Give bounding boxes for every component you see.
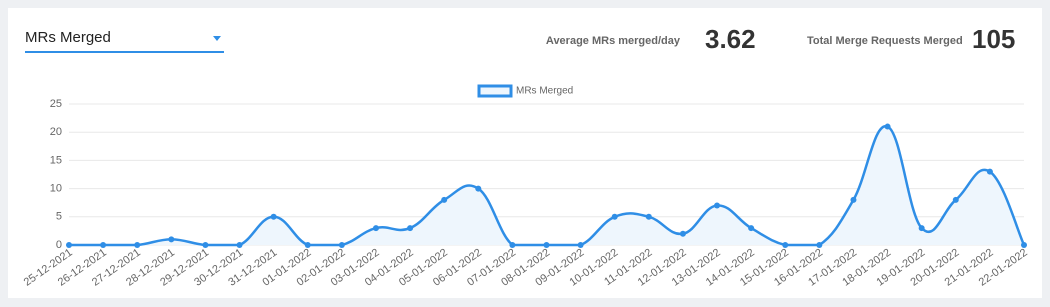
point — [509, 242, 516, 248]
point — [577, 242, 584, 248]
point — [304, 242, 311, 248]
point — [372, 225, 379, 232]
point — [952, 196, 959, 203]
point — [441, 196, 448, 203]
point — [168, 236, 175, 243]
point — [986, 168, 993, 175]
legend-swatch — [477, 84, 513, 98]
stat-label: Average MRs merged/day — [546, 35, 681, 47]
point — [407, 225, 414, 232]
point — [850, 196, 857, 203]
point — [543, 242, 550, 248]
stat-label: Total Merge Requests Merged — [807, 35, 963, 47]
line — [69, 125, 1026, 247]
point — [748, 225, 755, 232]
point — [202, 242, 209, 248]
point — [714, 202, 721, 209]
stat-value: 105 — [972, 24, 1015, 54]
point — [611, 213, 618, 220]
area — [69, 126, 1024, 245]
point — [338, 242, 345, 248]
y-tick-label: 10 — [50, 183, 62, 195]
y-tick-label: 5 — [56, 211, 62, 223]
stat-value: 3.62 — [705, 24, 756, 54]
dropdown-label[interactable]: MRs Merged — [25, 29, 111, 46]
y-tick-label: 25 — [50, 98, 62, 110]
point — [816, 242, 823, 248]
point — [884, 123, 891, 130]
point — [270, 213, 277, 220]
dropdown-caret[interactable] — [213, 36, 221, 41]
y-tick-label: 15 — [50, 154, 62, 166]
y-tick-label: 20 — [50, 126, 62, 138]
y-tick-label: 0 — [56, 239, 62, 251]
point — [134, 242, 141, 248]
point — [679, 230, 686, 237]
point — [475, 185, 482, 192]
point — [100, 242, 107, 248]
point — [1021, 242, 1027, 248]
point — [236, 242, 243, 248]
point — [645, 213, 652, 220]
legend-label: MRs Merged — [516, 86, 573, 97]
point — [782, 242, 789, 248]
dropdown[interactable]: MRs Merged — [25, 29, 224, 53]
point — [66, 242, 72, 248]
point — [918, 225, 925, 232]
